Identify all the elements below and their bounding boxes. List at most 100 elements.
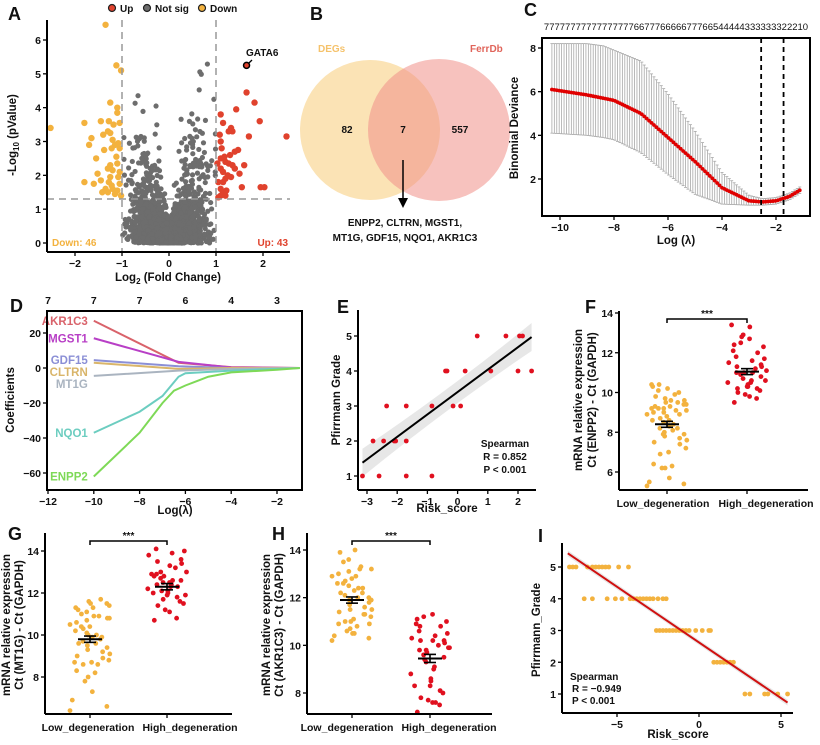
- sample-point: [441, 654, 447, 660]
- up-point: [227, 173, 235, 181]
- data-point: [765, 691, 771, 697]
- panel-letter-f: F: [585, 297, 596, 317]
- not-sig-point: [142, 195, 148, 201]
- sample-point: [352, 547, 358, 553]
- sample-point: [69, 697, 75, 703]
- not-sig-point: [192, 204, 198, 210]
- not-sig-point: [190, 144, 196, 150]
- down-point: [114, 104, 121, 111]
- legend-up-label: Up: [120, 4, 133, 15]
- sample-point: [79, 611, 84, 617]
- not-sig-point: [148, 203, 154, 209]
- not-sig-point: [185, 188, 192, 195]
- not-sig-point: [187, 210, 193, 216]
- down-point: [113, 153, 120, 160]
- not-sig-point: [178, 116, 184, 122]
- sample-point: [366, 595, 372, 601]
- sample-point: [438, 623, 444, 629]
- down-point: [111, 190, 119, 198]
- not-sig-point: [156, 158, 162, 164]
- data-point: [711, 659, 717, 665]
- not-sig-point: [139, 213, 145, 220]
- not-sig-point: [183, 156, 189, 163]
- sample-point: [106, 657, 112, 663]
- sample-point: [340, 580, 346, 586]
- sample-point: [670, 427, 676, 433]
- not-sig-point: [125, 177, 132, 183]
- not-sig-point: [201, 149, 208, 156]
- not-sig-point: [192, 127, 199, 133]
- panel-letter-a: A: [8, 4, 21, 24]
- stats-p: P < 0.001: [572, 696, 615, 707]
- not-sig-point: [138, 133, 144, 140]
- y-tick-label: 2: [550, 657, 556, 669]
- not-sig-point: [189, 235, 195, 241]
- not-sig-point: [132, 168, 138, 175]
- x-tick-label: −10: [85, 496, 103, 508]
- y-tick-label: 4: [550, 594, 556, 606]
- sample-point: [755, 350, 761, 356]
- sample-point: [656, 382, 662, 387]
- not-sig-point: [143, 163, 150, 169]
- y-tick-label: 5: [550, 562, 556, 574]
- sample-point: [758, 362, 764, 368]
- sample-point: [153, 546, 159, 552]
- data-point: [660, 628, 666, 633]
- sample-point: [433, 700, 438, 705]
- not-sig-point: [148, 219, 154, 225]
- not-sig-point: [178, 222, 185, 228]
- panel-letter-e: E: [337, 297, 349, 317]
- data-point: [686, 628, 692, 633]
- y-tick-label: 6: [530, 87, 536, 99]
- down-point: [107, 173, 114, 181]
- sample-point: [350, 631, 355, 636]
- x-tick-label: −5: [611, 719, 623, 731]
- significance-bracket: [89, 540, 168, 545]
- data-point: [653, 628, 659, 633]
- sample-point: [178, 557, 184, 562]
- not-sig-point: [191, 224, 197, 230]
- data-point: [376, 473, 382, 479]
- not-sig-point: [182, 135, 188, 142]
- not-sig-point: [171, 208, 178, 215]
- mean-deviance-point: [661, 131, 666, 136]
- mean-deviance-point: [686, 153, 690, 158]
- not-sig-point: [141, 150, 147, 157]
- sample-point: [89, 689, 95, 695]
- not-sig-point: [121, 172, 128, 178]
- x-tick-label: −10: [551, 222, 569, 234]
- not-sig-point: [190, 121, 196, 127]
- not-sig-point: [144, 172, 150, 178]
- not-sig-point: [121, 134, 127, 141]
- data-point: [593, 564, 599, 570]
- sample-point: [336, 571, 341, 577]
- not-sig-point: [124, 221, 130, 227]
- y-tick-label: 4: [35, 103, 41, 115]
- sample-point: [416, 628, 422, 634]
- not-sig-point: [173, 239, 179, 245]
- data-point: [626, 564, 631, 570]
- down-count: Down: 46: [52, 238, 97, 249]
- sample-point: [104, 704, 110, 709]
- sample-point: [661, 409, 667, 415]
- category-label-low: Low_degeneration: [617, 498, 710, 510]
- sample-point: [725, 380, 731, 385]
- data-point: [567, 564, 572, 570]
- top-df-label: 7: [91, 295, 97, 307]
- down-point: [81, 178, 88, 186]
- up-point: [226, 151, 234, 159]
- top-df-label: 7: [45, 295, 51, 307]
- coef-path-enpp2: [93, 367, 300, 478]
- x-tick-label: −1: [421, 496, 433, 508]
- strip-plot-enpp2: mRNA relative expression Ct (ENPP2) - Ct…: [573, 308, 814, 510]
- sample-point: [669, 463, 675, 469]
- not-sig-point: [176, 187, 182, 193]
- sample-point: [170, 578, 175, 583]
- x-tick-label: −8: [134, 496, 146, 508]
- down-point: [100, 146, 108, 154]
- not-sig-point: [209, 206, 215, 212]
- data-point: [731, 659, 736, 665]
- x-tick-label: −8: [608, 222, 620, 234]
- up-point: [221, 153, 228, 160]
- sample-point: [84, 617, 90, 623]
